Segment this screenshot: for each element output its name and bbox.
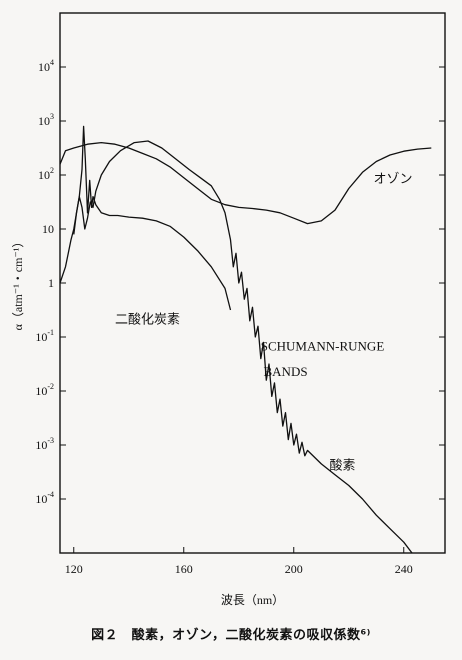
oxygen-annotation: 酸素 [330,457,356,472]
co2-line [59,125,232,311]
plot-frame [59,12,446,554]
schumann-runge-label-line2: BANDS [264,364,308,379]
x-tick-label: 160 [175,562,193,576]
y-tick-label: 102 [38,166,54,182]
ozone-line [59,141,432,225]
x-axis-label: 波長（nm） [221,593,284,607]
y-tick-label: 104 [38,58,54,74]
y-axis-label: α（atm⁻¹・cm⁻¹） [11,236,25,331]
y-tick-label: 10-3 [35,436,54,452]
ozone-annotation: オゾン [374,171,413,186]
figure-caption: 図２ 酸素，オゾン，二酸化炭素の吸収係数⁶⁾ [91,628,371,643]
co2-annotation: 二酸化炭素 [115,312,180,327]
y-tick-label: 10-1 [35,328,54,344]
schumann-runge-label-line1: SCHUMANN-RUNGE [261,339,385,354]
x-tick-label: 120 [65,562,83,576]
y-tick-label: 10-2 [35,382,54,398]
y-tick-label: 1 [48,276,54,290]
x-tick-label: 240 [395,562,413,576]
x-tick-label: 200 [285,562,303,576]
y-tick-label: 10 [42,222,54,236]
y-tick-label: 10-4 [35,490,54,506]
y-tick-label: 103 [38,112,54,128]
oxygen-line [73,140,413,554]
